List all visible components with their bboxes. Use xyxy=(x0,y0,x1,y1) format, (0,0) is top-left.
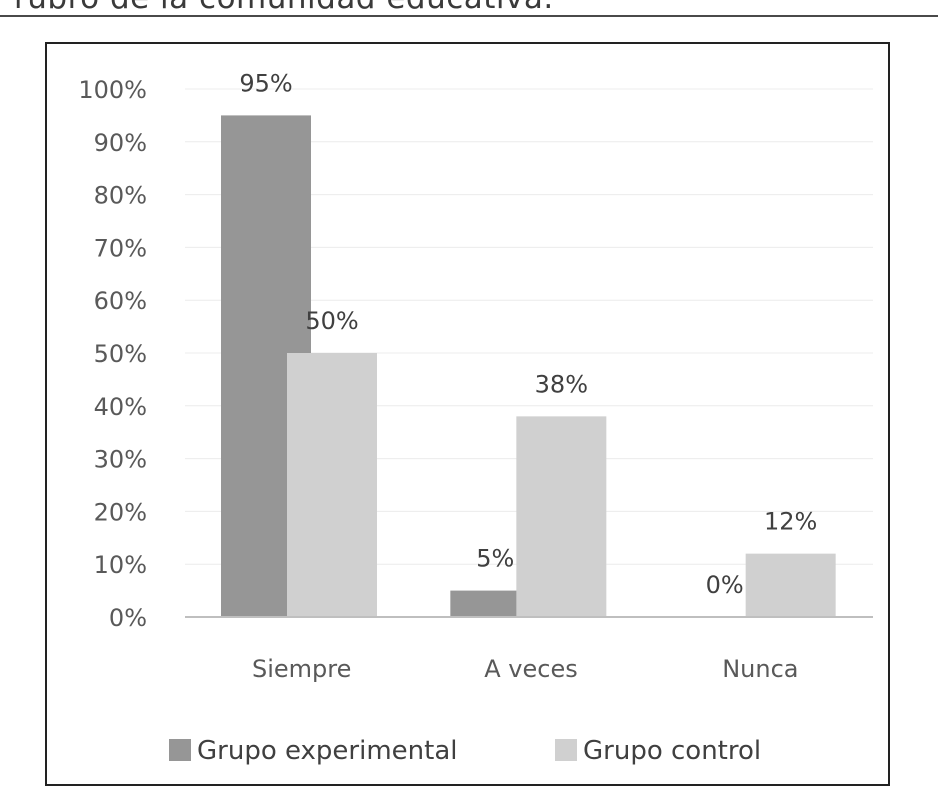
legend-swatch xyxy=(555,739,577,761)
x-axis-category-labels: Siempre A veces Nunca xyxy=(252,655,799,683)
page-caption: rubro de la comunidad educativa. xyxy=(14,0,554,16)
y-tick-label: 90% xyxy=(94,129,147,157)
y-tick-label: 20% xyxy=(94,498,147,526)
legend-swatch xyxy=(169,739,191,761)
legend-label: Grupo control xyxy=(583,736,761,766)
caption-rule xyxy=(0,15,938,17)
chart-frame: 0% 10% 20% 30% 40% 50% 60% 70% 80% 90% 100% 95% 50%… xyxy=(45,42,890,786)
data-label: 5% xyxy=(476,545,514,573)
y-tick-label: 70% xyxy=(94,234,147,262)
bar xyxy=(287,353,377,617)
y-tick-label: 0% xyxy=(109,604,147,632)
bar-chart: 0% 10% 20% 30% 40% 50% 60% 70% 80% 90% 100% 95% 50%… xyxy=(78,69,873,766)
y-tick-label: 60% xyxy=(94,287,147,315)
y-tick-label: 100% xyxy=(78,76,147,104)
data-labels: 95% 50% 5% 38% 0% 12% xyxy=(239,69,817,599)
bars xyxy=(221,115,836,618)
data-label: 50% xyxy=(305,307,358,335)
legend-label: Grupo experimental xyxy=(197,736,457,766)
x-category-label: Siempre xyxy=(252,655,351,683)
x-category-label: Nunca xyxy=(722,655,798,683)
data-label: 0% xyxy=(706,571,744,599)
y-axis-tick-labels: 0% 10% 20% 30% 40% 50% 60% 70% 80% 90% 100% xyxy=(78,76,147,632)
data-label: 38% xyxy=(535,370,588,398)
legend: Grupo experimental Grupo control xyxy=(169,736,761,766)
data-label: 95% xyxy=(239,69,292,97)
bar xyxy=(745,553,836,617)
y-tick-label: 50% xyxy=(94,340,147,368)
bar xyxy=(516,416,607,617)
data-label: 12% xyxy=(764,508,817,536)
x-category-label: A veces xyxy=(484,655,577,683)
y-tick-label: 80% xyxy=(94,182,147,210)
y-tick-label: 40% xyxy=(94,393,147,421)
y-tick-label: 10% xyxy=(94,551,147,579)
y-tick-label: 30% xyxy=(94,446,147,474)
